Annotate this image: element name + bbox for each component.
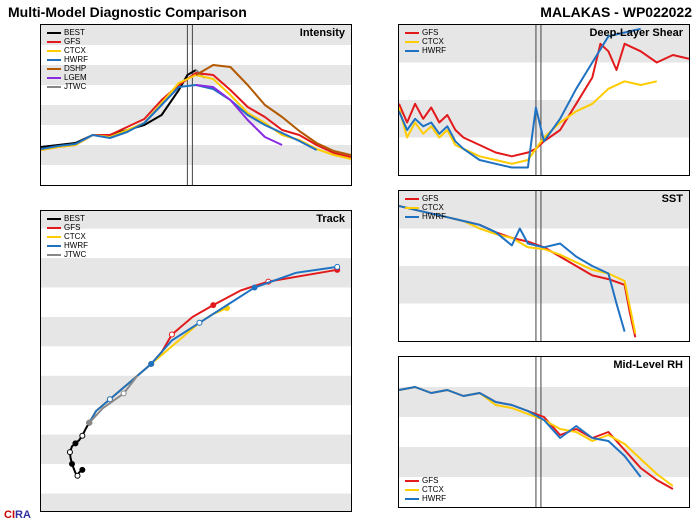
legend-label: CTCX bbox=[422, 37, 444, 46]
legend-swatch bbox=[405, 216, 419, 218]
legend: BESTGFSCTCXHWRFDSHPLGEMJTWC bbox=[47, 28, 88, 91]
legend-item: HWRF bbox=[405, 212, 446, 221]
legend-label: GFS bbox=[64, 37, 80, 46]
legend-swatch bbox=[47, 41, 61, 43]
legend-item: HWRF bbox=[47, 55, 88, 64]
legend-swatch bbox=[405, 207, 419, 209]
legend-swatch bbox=[405, 41, 419, 43]
legend-item: BEST bbox=[47, 28, 88, 37]
legend-label: HWRF bbox=[422, 494, 446, 503]
legend-swatch bbox=[47, 77, 61, 79]
legend-swatch bbox=[47, 218, 61, 220]
legend-swatch bbox=[405, 489, 419, 491]
legend-item: GFS bbox=[47, 223, 88, 232]
legend-label: CTCX bbox=[422, 485, 444, 494]
cira-logo: CIRA bbox=[4, 509, 31, 521]
intensity-panel: 02040608010012014016009Apr00z10Apr00z11A… bbox=[40, 24, 352, 186]
track-panel: 10°N15°N20°N25°N30°N35°N40°N45°N50°N55°N… bbox=[40, 210, 352, 512]
legend: GFSCTCXHWRF bbox=[405, 476, 446, 503]
legend-item: LGEM bbox=[47, 73, 88, 82]
legend-label: HWRF bbox=[64, 55, 88, 64]
legend-label: HWRF bbox=[422, 212, 446, 221]
legend: GFSCTCXHWRF bbox=[405, 194, 446, 221]
legend-swatch bbox=[47, 254, 61, 256]
logo-ci: CI bbox=[4, 509, 15, 521]
legend-label: HWRF bbox=[64, 241, 88, 250]
legend-label: GFS bbox=[422, 28, 438, 37]
storm-name: MALAKAS - WP022022 bbox=[540, 4, 692, 20]
legend-swatch bbox=[47, 59, 61, 61]
legend-item: HWRF bbox=[405, 494, 446, 503]
panel-title: Deep-Layer Shear bbox=[589, 27, 683, 39]
legend-item: HWRF bbox=[47, 241, 88, 250]
legend-item: BEST bbox=[47, 214, 88, 223]
legend-label: CTCX bbox=[64, 46, 86, 55]
legend-item: CTCX bbox=[405, 37, 446, 46]
legend-label: HWRF bbox=[422, 46, 446, 55]
legend-swatch bbox=[47, 86, 61, 88]
legend-swatch bbox=[47, 32, 61, 34]
legend-item: GFS bbox=[47, 37, 88, 46]
legend: GFSCTCXHWRF bbox=[405, 28, 446, 55]
legend-item: GFS bbox=[405, 194, 446, 203]
legend-swatch bbox=[47, 227, 61, 229]
rh-panel: 506070809010009Apr00z10Apr00z11Apr00z12A… bbox=[398, 356, 690, 508]
legend-swatch bbox=[405, 480, 419, 482]
legend-swatch bbox=[47, 236, 61, 238]
legend-label: JTWC bbox=[64, 250, 86, 259]
legend-swatch bbox=[47, 68, 61, 70]
legend-swatch bbox=[405, 198, 419, 200]
legend-label: BEST bbox=[64, 28, 85, 37]
legend-item: DSHP bbox=[47, 64, 88, 73]
legend-label: BEST bbox=[64, 214, 85, 223]
legend-label: LGEM bbox=[64, 73, 87, 82]
legend-swatch bbox=[47, 245, 61, 247]
legend-item: JTWC bbox=[47, 82, 88, 91]
sst-panel: 222426283009Apr00z10Apr00z11Apr00z12Apr0… bbox=[398, 190, 690, 342]
legend: BESTGFSCTCXHWRFJTWC bbox=[47, 214, 88, 259]
legend-swatch bbox=[47, 50, 61, 52]
legend-item: GFS bbox=[405, 28, 446, 37]
legend-item: CTCX bbox=[405, 203, 446, 212]
main-title: Multi-Model Diagnostic Comparison bbox=[8, 4, 247, 20]
legend-item: CTCX bbox=[47, 232, 88, 241]
legend-item: HWRF bbox=[405, 46, 446, 55]
legend-item: GFS bbox=[405, 476, 446, 485]
legend-label: JTWC bbox=[64, 82, 86, 91]
legend-swatch bbox=[405, 32, 419, 34]
legend-label: GFS bbox=[422, 194, 438, 203]
legend-label: CTCX bbox=[64, 232, 86, 241]
legend-label: GFS bbox=[64, 223, 80, 232]
legend-item: CTCX bbox=[47, 46, 88, 55]
legend-item: CTCX bbox=[405, 485, 446, 494]
legend-swatch bbox=[405, 50, 419, 52]
legend-label: CTCX bbox=[422, 203, 444, 212]
legend-label: GFS bbox=[422, 476, 438, 485]
panel-title: Track bbox=[316, 213, 345, 225]
legend-swatch bbox=[405, 498, 419, 500]
shear-panel: 01020304009Apr00z10Apr00z11Apr00z12Apr00… bbox=[398, 24, 690, 176]
legend-label: DSHP bbox=[64, 64, 86, 73]
logo-ra: RA bbox=[15, 509, 31, 521]
panel-title: SST bbox=[662, 193, 683, 205]
panel-title: Mid-Level RH bbox=[613, 359, 683, 371]
legend-item: JTWC bbox=[47, 250, 88, 259]
panel-title: Intensity bbox=[300, 27, 345, 39]
